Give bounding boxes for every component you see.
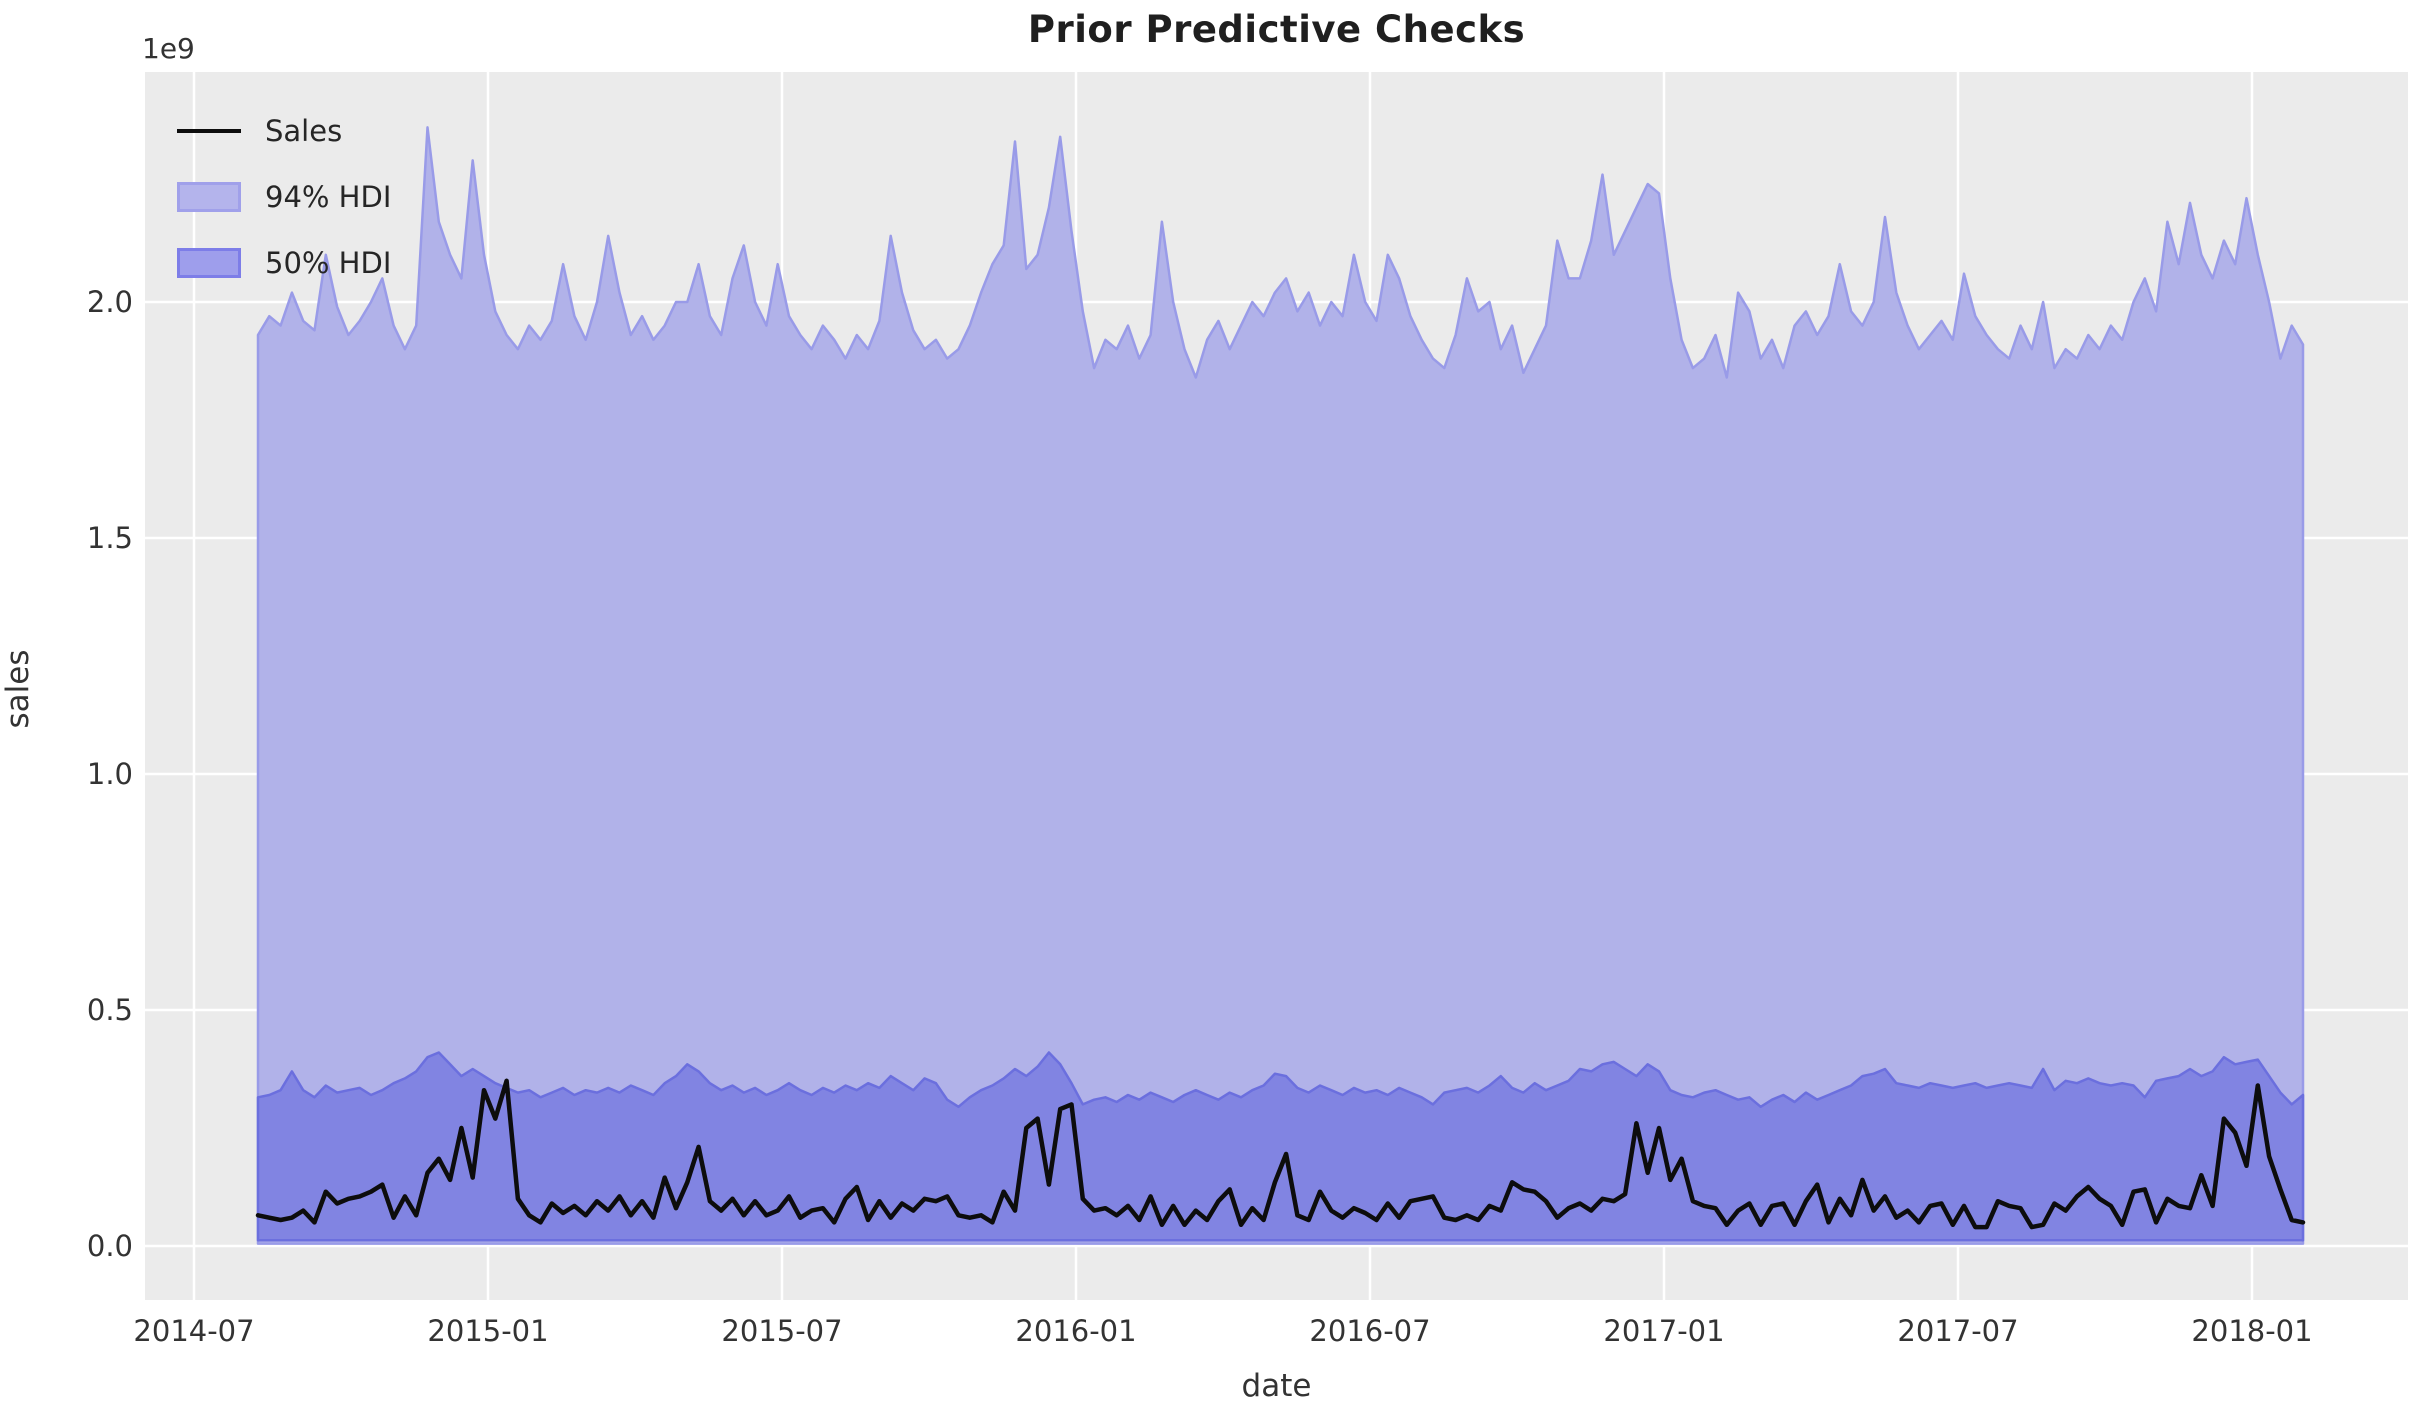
band-50-hdi [256, 1051, 2305, 1242]
sales-line-swatch-icon [177, 129, 241, 133]
y-tick-label: 0.0 [86, 1229, 133, 1263]
y-axis-offset-label: 1e9 [142, 32, 195, 65]
x-axis-label: date [1241, 1368, 1312, 1404]
hdi50-patch-icon [177, 248, 241, 278]
legend-label-sales: Sales [265, 114, 343, 148]
legend: Sales 94% HDI 50% HDI [177, 98, 391, 296]
x-tick-label: 2018-01 [2191, 1314, 2313, 1348]
y-tick-label: 1.0 [86, 757, 133, 791]
x-tick-label: 2016-07 [1309, 1314, 1431, 1348]
legend-label-50-hdi: 50% HDI [265, 246, 392, 280]
band-94-hdi [256, 126, 2305, 1245]
y-tick-label: 0.5 [86, 993, 133, 1027]
legend-item-sales: Sales [177, 98, 391, 164]
chart-title: Prior Predictive Checks [1027, 8, 1526, 51]
x-tick-label: 2015-01 [427, 1314, 549, 1348]
y-axis-label: sales [0, 649, 36, 729]
legend-label-94-hdi: 94% HDI [265, 180, 392, 214]
legend-item-94-hdi: 94% HDI [177, 164, 391, 230]
hdi94-patch-icon [177, 182, 241, 212]
x-tick-label: 2015-07 [721, 1314, 843, 1348]
sales-line [255, 1078, 2306, 1230]
y-tick-label: 1.5 [86, 521, 133, 555]
x-tick-label: 2017-01 [1603, 1314, 1725, 1348]
plot-svg [145, 72, 2408, 1300]
x-tick-label: 2017-07 [1897, 1314, 2019, 1348]
y-tick-label: 2.0 [86, 285, 133, 319]
x-tick-label: 2016-01 [1015, 1314, 1137, 1348]
plot-area: Sales 94% HDI 50% HDI [145, 72, 2408, 1300]
x-tick-label: 2014-07 [133, 1314, 255, 1348]
legend-item-50-hdi: 50% HDI [177, 230, 391, 296]
